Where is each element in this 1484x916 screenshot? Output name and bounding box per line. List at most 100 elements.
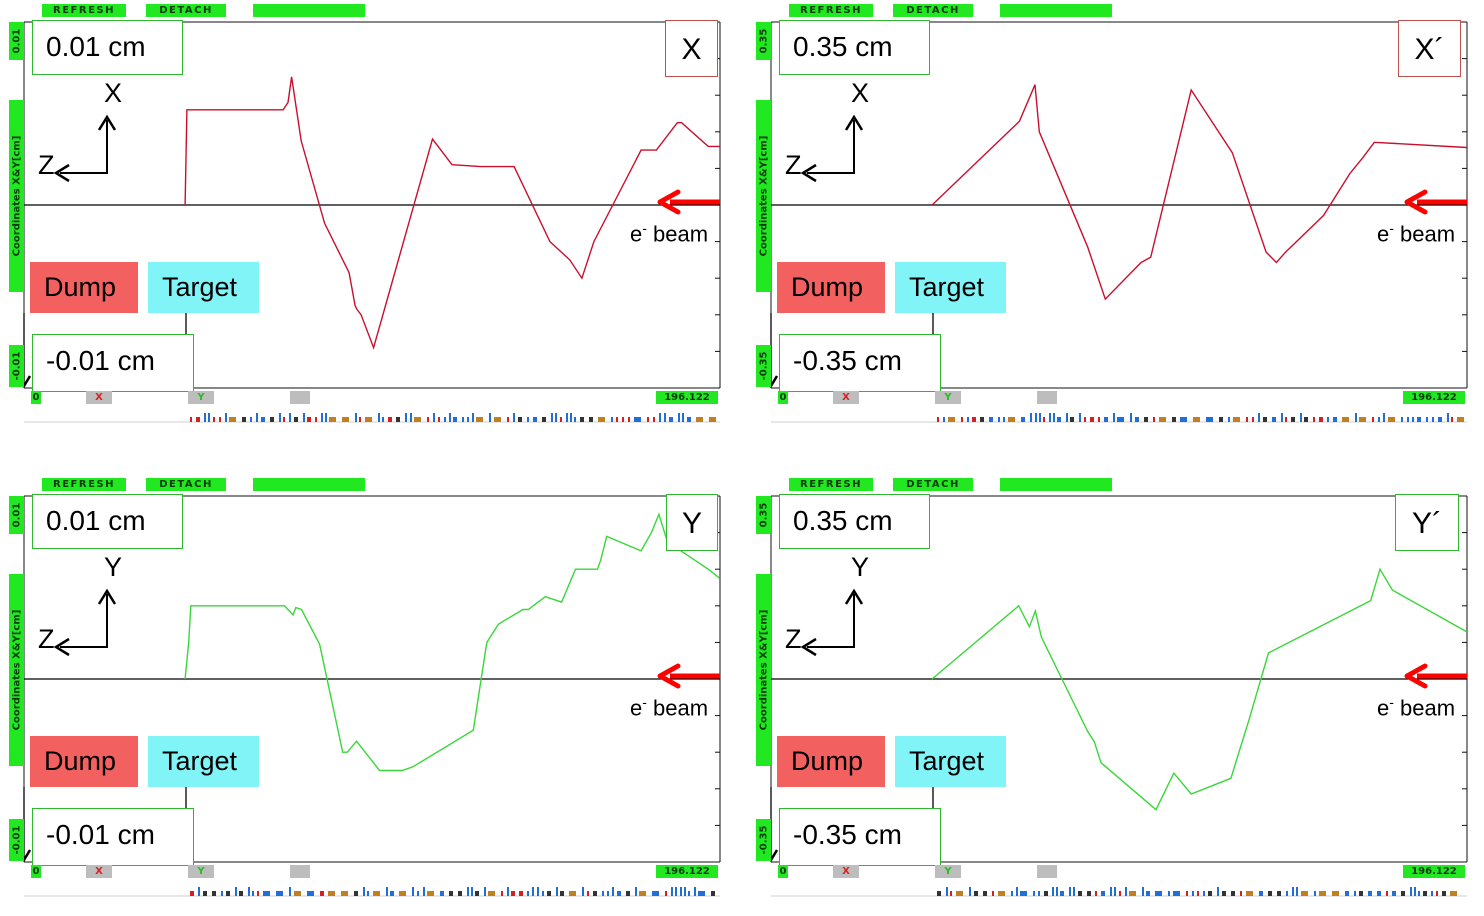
detach-button[interactable]: DETACH xyxy=(146,478,226,491)
detach-button[interactable]: DETACH xyxy=(146,4,226,17)
strip-element xyxy=(476,417,483,422)
strip-element xyxy=(399,891,406,896)
side-scale-bottom: -0.35 xyxy=(756,819,771,861)
bottom-y-button[interactable]: Y xyxy=(935,391,961,404)
strip-element xyxy=(533,417,537,422)
strip-element xyxy=(325,413,327,422)
beam-label: e- beam xyxy=(630,220,709,247)
strip-element xyxy=(1412,417,1414,422)
axes-icon-up-arrowhead xyxy=(97,588,117,605)
strip-element xyxy=(626,891,630,896)
strip-element xyxy=(1168,891,1170,896)
strip-element xyxy=(472,413,474,422)
chart-panel-1: REFRESH DETACH 0.01 Coordinates X&Y[cm] … xyxy=(8,0,728,440)
strip-element xyxy=(639,891,646,896)
bottom-blank-button[interactable] xyxy=(1037,865,1057,878)
bottom-blank-button[interactable] xyxy=(290,865,310,878)
strip-element xyxy=(1332,891,1339,896)
strip-element xyxy=(1206,417,1213,422)
strip-element xyxy=(1286,891,1288,896)
strip-element xyxy=(501,891,503,896)
refresh-button[interactable]: REFRESH xyxy=(789,4,873,17)
bottom-blank-button[interactable] xyxy=(290,391,310,404)
strip-element xyxy=(1038,891,1040,896)
bottom-y-button[interactable]: Y xyxy=(188,391,214,404)
strip-element xyxy=(256,413,258,422)
strip-element xyxy=(1431,891,1433,896)
strip-element xyxy=(1417,417,1421,422)
bottom-x-button[interactable]: X xyxy=(86,865,112,878)
strip-element xyxy=(453,417,457,422)
strip-element xyxy=(569,891,576,896)
strip-element xyxy=(709,417,716,422)
panel-title: Y´ xyxy=(1395,494,1459,551)
strip-element xyxy=(1135,417,1139,422)
bottom-zero-label: 0 xyxy=(778,391,788,404)
detach-button[interactable]: DETACH xyxy=(893,478,973,491)
strip-element xyxy=(1401,417,1403,422)
bottom-x-button[interactable]: X xyxy=(86,391,112,404)
bottom-x-button[interactable]: X xyxy=(833,391,859,404)
strip-element xyxy=(961,417,963,422)
bottom-x-button[interactable]: X xyxy=(833,865,859,878)
detach-button[interactable]: DETACH xyxy=(893,4,973,17)
strip-element xyxy=(252,891,254,896)
side-scale-bottom: -0.35 xyxy=(756,345,771,387)
strip-element xyxy=(1219,417,1223,422)
refresh-button[interactable]: REFRESH xyxy=(42,478,126,491)
beam-arrow-head xyxy=(1404,663,1428,689)
strip-element xyxy=(1252,417,1254,422)
strip-element xyxy=(444,417,446,422)
strip-element xyxy=(555,413,557,422)
strip-element xyxy=(1228,417,1230,422)
strip-element xyxy=(1447,413,1449,422)
plot-area xyxy=(763,495,1468,897)
side-scale-top: 0.01 xyxy=(9,496,24,534)
strip-element xyxy=(458,891,462,896)
strip-element xyxy=(1049,413,1051,422)
dump-label: Dump xyxy=(30,736,138,787)
strip-element xyxy=(396,417,400,422)
strip-element xyxy=(1101,891,1105,896)
strip-element xyxy=(1180,417,1187,422)
strip-element xyxy=(1043,417,1045,422)
strip-element xyxy=(1372,417,1374,422)
axis-vertical-label: Y xyxy=(104,552,123,582)
bottom-blank-button[interactable] xyxy=(1037,391,1057,404)
strip-element xyxy=(320,891,324,896)
strip-element xyxy=(1130,413,1132,422)
strip-element xyxy=(1056,887,1058,896)
strip-element xyxy=(587,891,589,896)
strip-element xyxy=(294,417,298,422)
refresh-button[interactable]: REFRESH xyxy=(42,4,126,17)
side-scale-top: 0.01 xyxy=(9,22,24,60)
dump-label: Dump xyxy=(777,262,885,313)
strip-element xyxy=(489,413,491,422)
strip-element xyxy=(602,891,604,896)
axis-horizontal-label: Z xyxy=(785,150,802,180)
strip-element xyxy=(1240,891,1242,896)
strip-element xyxy=(1277,891,1281,896)
strip-element xyxy=(410,413,412,422)
target-label: Target xyxy=(148,736,259,787)
strip-element xyxy=(1044,891,1048,896)
strip-element xyxy=(276,891,283,896)
strip-element xyxy=(671,887,673,896)
strip-element xyxy=(1272,417,1276,422)
refresh-button[interactable]: REFRESH xyxy=(789,478,873,491)
strip-element xyxy=(1052,887,1054,896)
bottom-y-button[interactable]: Y xyxy=(935,865,961,878)
strip-element xyxy=(698,891,705,896)
beam-arrow-icon xyxy=(657,189,720,215)
strip-element xyxy=(462,417,464,422)
strip-element xyxy=(367,891,369,896)
strip-element xyxy=(1095,891,1097,896)
strip-element xyxy=(1281,413,1283,422)
strip-element xyxy=(417,891,419,896)
strip-element xyxy=(1386,891,1388,896)
strip-element xyxy=(440,891,444,896)
strip-element xyxy=(484,887,486,896)
bottom-y-button[interactable]: Y xyxy=(188,865,214,878)
strip-element xyxy=(950,891,952,896)
strip-element xyxy=(551,413,553,422)
